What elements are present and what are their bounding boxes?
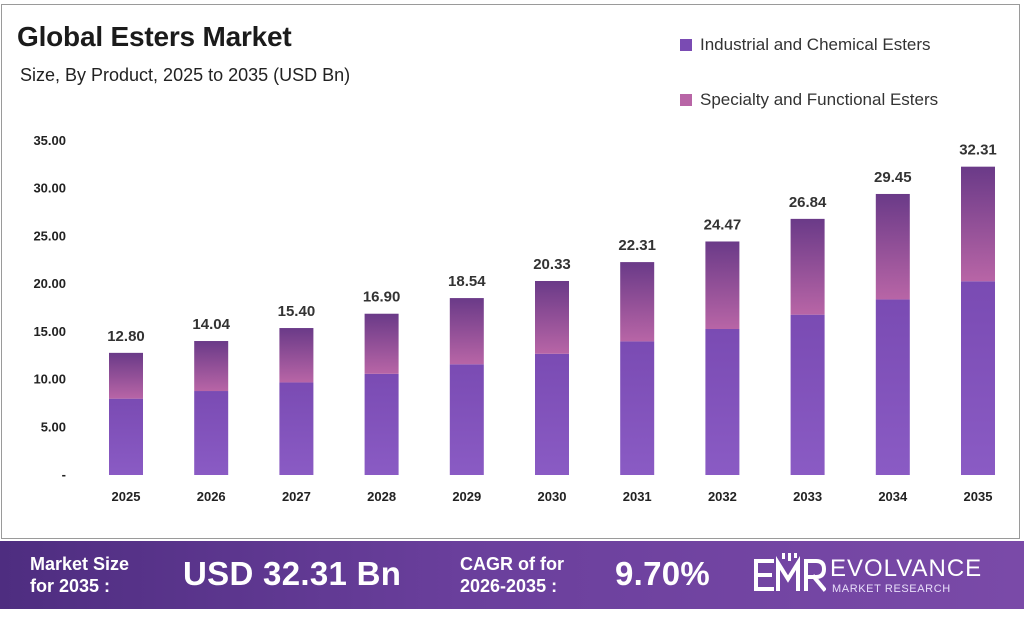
legend-swatch-specialty	[680, 94, 692, 106]
y-tick-label: 25.00	[33, 228, 66, 243]
x-tick-label-2029: 2029	[452, 489, 481, 504]
total-label-2035: 32.31	[959, 142, 997, 159]
total-label-2025: 12.80	[107, 328, 145, 345]
summary-banner: Market Size for 2035 : USD 32.31 Bn CAGR…	[0, 541, 1024, 609]
legend-swatch-industrial	[680, 39, 692, 51]
evolvance-logo: EVOLVANCE MARKET RESEARCH	[752, 553, 1012, 599]
legend-item-industrial: Industrial and Chemical Esters	[680, 33, 938, 57]
logo-name: EVOLVANCE	[830, 555, 983, 582]
y-tick-label: -	[62, 467, 66, 482]
x-tick-label-2034: 2034	[878, 489, 908, 504]
total-label-2029: 18.54	[448, 273, 486, 290]
y-tick-label: 35.00	[33, 133, 66, 148]
chart-subtitle: Size, By Product, 2025 to 2035 (USD Bn)	[20, 65, 351, 85]
cagr-label-line1: CAGR of for	[460, 554, 564, 574]
total-label-2032: 24.47	[704, 216, 742, 233]
logo-subtitle: MARKET RESEARCH	[832, 583, 951, 595]
bar-specialty-2026	[194, 341, 229, 392]
x-tick-label-2028: 2028	[367, 489, 396, 504]
legend-label-specialty: Specialty and Functional Esters	[700, 90, 939, 109]
bar-industrial-2030	[535, 353, 569, 475]
emr-logo-icon	[754, 553, 826, 592]
x-tick-label-2026: 2026	[197, 489, 226, 504]
x-tick-label-2035: 2035	[964, 489, 993, 504]
legend-item-specialty: Specialty and Functional Esters	[680, 88, 938, 112]
chart-frame: Global Esters Market Size, By Product, 2…	[1, 4, 1020, 539]
y-tick-label: 20.00	[33, 276, 66, 291]
total-label-2028: 16.90	[363, 289, 401, 306]
bar-industrial-2031	[620, 341, 655, 475]
y-tick-label: 10.00	[33, 372, 66, 387]
y-tick-label: 15.00	[33, 324, 66, 339]
bar-specialty-2030	[535, 280, 569, 354]
bar-industrial-2025	[109, 398, 143, 475]
x-tick-label-2033: 2033	[793, 489, 822, 504]
market-size-label: Market Size for 2035 :	[30, 553, 129, 597]
total-label-2030: 20.33	[533, 256, 571, 273]
bar-chart: - 5.00 10.00 15.00 20.00 25.00 30.00 35.00 12.80…	[33, 133, 997, 504]
bar-specialty-2033	[790, 218, 825, 315]
bar-specialty-2025	[109, 352, 143, 399]
x-tick-label-2032: 2032	[708, 489, 737, 504]
bar-industrial-2027	[279, 382, 314, 475]
bar-industrial-2033	[790, 314, 825, 475]
y-tick-label: 5.00	[41, 419, 66, 434]
x-tick-label-2025: 2025	[112, 489, 141, 504]
x-tick-label-2027: 2027	[282, 489, 311, 504]
bar-industrial-2028	[364, 373, 399, 475]
total-label-2034: 29.45	[874, 169, 912, 186]
total-label-2033: 26.84	[789, 194, 827, 211]
bar-specialty-2032	[705, 241, 740, 329]
bar-specialty-2028	[364, 313, 399, 374]
cagr-label: CAGR of for 2026-2035 :	[460, 553, 564, 597]
bar-industrial-2029	[449, 364, 484, 475]
bar-specialty-2035	[961, 166, 995, 282]
bar-industrial-2032	[705, 328, 740, 475]
bar-industrial-2026	[194, 391, 229, 475]
market-size-label-line1: Market Size	[30, 554, 130, 574]
total-label-2031: 22.31	[618, 237, 656, 254]
chart-title: Global Esters Market	[17, 21, 292, 52]
y-tick-label: 30.00	[33, 181, 66, 196]
bar-specialty-2034	[875, 193, 910, 300]
total-label-2026: 14.04	[192, 316, 230, 333]
cagr-label-line2: 2026-2035 :	[460, 576, 558, 596]
total-label-2027: 15.40	[278, 303, 316, 320]
legend-label-industrial: Industrial and Chemical Esters	[700, 35, 931, 54]
market-size-value: USD 32.31 Bn	[183, 555, 402, 592]
x-tick-label-2030: 2030	[538, 489, 567, 504]
bar-industrial-2034	[875, 299, 910, 475]
chart-legend: Industrial and Chemical Esters Specialty…	[680, 33, 938, 143]
bar-industrial-2035	[961, 281, 995, 475]
cagr-value: 9.70%	[615, 555, 711, 592]
bar-specialty-2027	[279, 328, 314, 383]
bar-specialty-2029	[449, 298, 484, 365]
x-tick-label-2031: 2031	[623, 489, 652, 504]
market-size-label-line2: for 2035 :	[30, 576, 111, 596]
bar-specialty-2031	[620, 262, 655, 342]
